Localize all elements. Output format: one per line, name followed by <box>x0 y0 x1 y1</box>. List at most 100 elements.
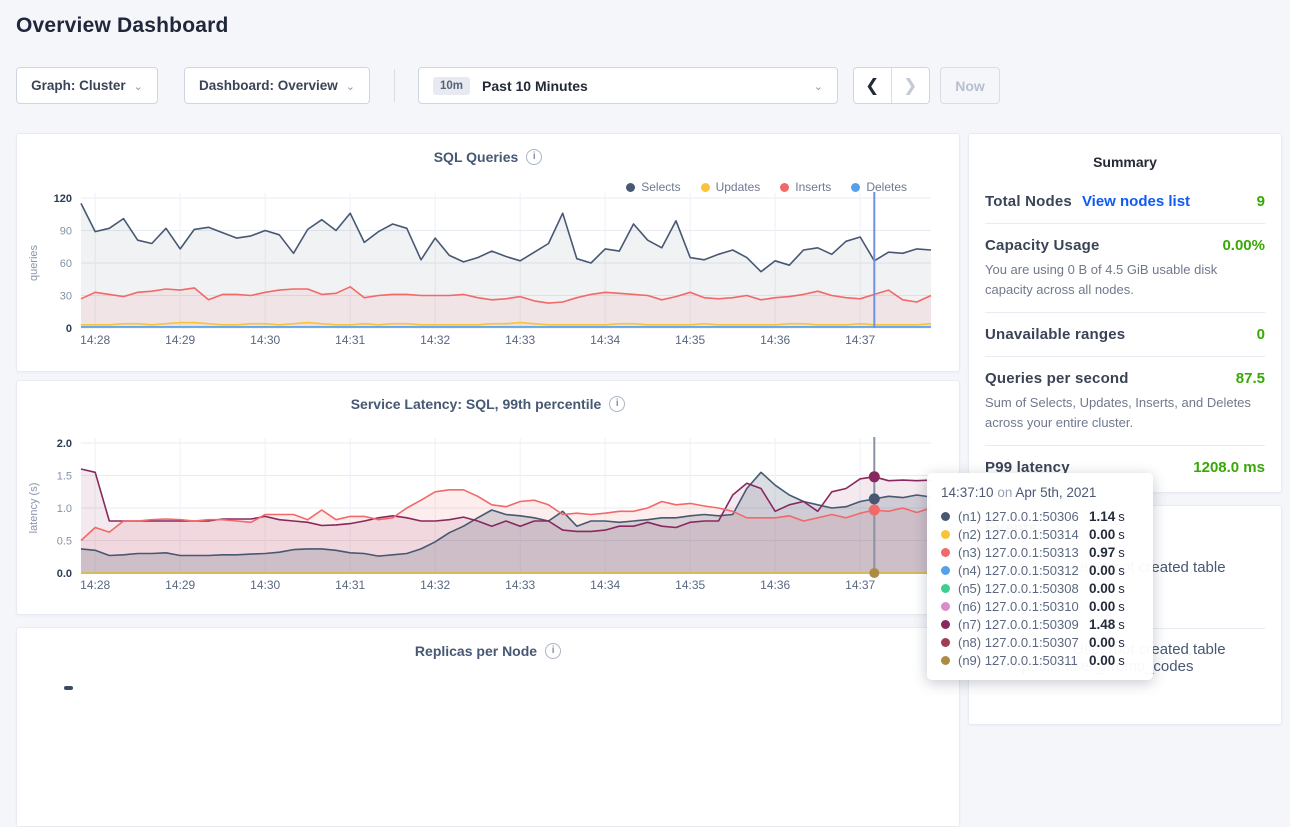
tooltip-node-label: (n8) 127.0.0.1:50307 <box>958 634 1079 650</box>
svg-text:14:35: 14:35 <box>675 578 705 592</box>
hover-tooltip: 14:37:10 on Apr 5th, 2021 (n1) 127.0.0.1… <box>927 473 1153 680</box>
svg-text:60: 60 <box>60 258 72 270</box>
info-icon[interactable]: i <box>526 148 543 165</box>
tooltip-node-value: 1.14 <box>1089 508 1116 524</box>
tooltip-node-label: (n6) 127.0.0.1:50310 <box>958 598 1079 614</box>
legend-label: Deletes <box>866 180 907 194</box>
sql-queries-chart-card: SQL Queries i Selects Updates Inserts Delete… <box>16 133 960 372</box>
svg-text:queries: queries <box>28 244 40 281</box>
tooltip-row: (n1) 127.0.0.1:50306 1.14 s <box>941 507 1139 525</box>
node-dot-icon <box>941 565 950 575</box>
summary-label: Capacity Usage <box>985 237 1100 254</box>
summary-value: 0.00% <box>1222 237 1265 254</box>
cutoff-axis-label-fragment <box>64 686 73 690</box>
prev-range-button[interactable]: ❮ <box>854 68 892 103</box>
svg-text:14:37: 14:37 <box>845 333 875 347</box>
summary-value: 0 <box>1256 326 1265 343</box>
tooltip-node-unit: s <box>1118 598 1125 614</box>
tooltip-node-unit: s <box>1118 508 1125 524</box>
svg-text:14:36: 14:36 <box>760 333 790 347</box>
svg-text:14:35: 14:35 <box>675 333 705 347</box>
tooltip-row: (n4) 127.0.0.1:50312 0.00 s <box>941 561 1139 579</box>
summary-panel: Summary Total Nodes View nodes list 9 Ca… <box>968 133 1282 493</box>
tooltip-sep: on <box>997 485 1013 500</box>
tooltip-node-label: (n3) 127.0.0.1:50313 <box>958 544 1079 560</box>
service-latency-chart[interactable]: 0.0 0.5 1.0 1.5 2.0 14:28 14:29 14:30 14:31 14:32… <box>17 435 961 603</box>
tooltip-row: (n8) 127.0.0.1:50307 0.00 s <box>941 633 1139 651</box>
tooltip-node-value: 0.00 <box>1089 598 1116 614</box>
svg-text:14:32: 14:32 <box>420 333 450 347</box>
next-range-button: ❯ <box>903 75 918 95</box>
chart-title: Replicas per Node <box>414 642 538 659</box>
svg-text:14:33: 14:33 <box>505 578 535 592</box>
summary-description: Sum of Selects, Updates, Inserts, and De… <box>985 395 1251 430</box>
summary-row-capacity-usage: Capacity Usage 0.00% You are using 0 B o… <box>985 224 1265 313</box>
graph-dropdown[interactable]: Graph: Cluster ⌄ <box>16 67 158 104</box>
sql-queries-chart[interactable]: 0 30 60 90 120 14:28 14:29 14:30 14:31 14:32 14:33… <box>17 190 961 358</box>
svg-text:14:36: 14:36 <box>760 578 790 592</box>
summary-row-p99-latency: P99 latency 1208.0 ms <box>985 446 1265 489</box>
node-dot-icon <box>941 547 950 557</box>
svg-text:14:29: 14:29 <box>165 578 195 592</box>
legend-item-selects[interactable]: Selects <box>626 180 681 194</box>
chart-legend: Selects Updates Inserts Deletes <box>626 180 907 194</box>
tooltip-node-label: (n1) 127.0.0.1:50306 <box>958 508 1079 524</box>
svg-text:14:30: 14:30 <box>250 578 280 592</box>
summary-label: Total Nodes <box>985 193 1072 210</box>
summary-value: 9 <box>1256 193 1265 210</box>
svg-text:30: 30 <box>60 291 72 303</box>
time-range-picker[interactable]: 10m Past 10 Minutes ⌄ <box>418 67 838 104</box>
info-icon[interactable]: i <box>609 395 626 412</box>
svg-text:14:28: 14:28 <box>80 333 110 347</box>
tooltip-node-value: 0.00 <box>1089 634 1116 650</box>
summary-label: P99 latency <box>985 459 1070 476</box>
svg-text:2.0: 2.0 <box>57 438 72 450</box>
tooltip-node-unit: s <box>1118 652 1125 668</box>
svg-text:latency (s): latency (s) <box>28 483 40 534</box>
info-icon[interactable]: i <box>545 642 562 659</box>
legend-dot-icon <box>851 182 861 192</box>
tooltip-row: (n5) 127.0.0.1:50308 0.00 s <box>941 579 1139 597</box>
summary-description: You are using 0 B of 4.5 GiB usable disk… <box>985 262 1218 297</box>
summary-label: Unavailable ranges <box>985 326 1126 343</box>
svg-text:14:37: 14:37 <box>845 578 875 592</box>
svg-text:120: 120 <box>54 193 72 205</box>
chevron-down-icon: ⌄ <box>133 81 143 93</box>
node-dot-icon <box>941 529 950 539</box>
legend-item-deletes[interactable]: Deletes <box>851 180 907 194</box>
tooltip-node-value: 0.00 <box>1089 526 1116 542</box>
summary-value: 1208.0 ms <box>1193 459 1265 476</box>
tooltip-node-unit: s <box>1118 562 1125 578</box>
svg-text:1.5: 1.5 <box>57 471 72 483</box>
tooltip-node-label: (n5) 127.0.0.1:50308 <box>958 580 1079 596</box>
tooltip-node-unit: s <box>1118 580 1125 596</box>
overview-dashboard-page: { "page": { "title": "Overview Dashboard… <box>16 14 1282 827</box>
svg-text:14:34: 14:34 <box>590 578 620 592</box>
tooltip-node-label: (n9) 127.0.0.1:50311 <box>958 652 1078 668</box>
summary-value: 87.5 <box>1235 370 1265 387</box>
now-button: Now <box>940 67 1000 104</box>
tooltip-row: (n7) 127.0.0.1:50309 1.48 s <box>941 615 1139 633</box>
svg-text:14:31: 14:31 <box>335 333 365 347</box>
tooltip-node-label: (n7) 127.0.0.1:50309 <box>958 616 1079 632</box>
tooltip-node-value: 1.48 <box>1089 616 1116 632</box>
tooltip-row: (n6) 127.0.0.1:50310 0.00 s <box>941 597 1139 615</box>
legend-dot-icon <box>780 182 790 192</box>
svg-text:0: 0 <box>66 323 72 335</box>
nodes-list-link[interactable]: View nodes list <box>1081 193 1191 210</box>
svg-text:1.0: 1.0 <box>57 503 72 515</box>
legend-item-updates[interactable]: Updates <box>700 180 760 194</box>
legend-item-inserts[interactable]: Inserts <box>780 180 831 194</box>
summary-row-total-nodes: Total Nodes View nodes list 9 <box>985 180 1265 224</box>
svg-text:14:32: 14:32 <box>420 578 450 592</box>
svg-text:14:34: 14:34 <box>590 333 620 347</box>
range-arrow-group: ❮ ❯ <box>853 67 930 104</box>
dashboard-dropdown[interactable]: Dashboard: Overview ⌄ <box>184 67 370 104</box>
tooltip-rows: (n1) 127.0.0.1:50306 1.14 s (n2) 127.0.0.1:… <box>941 507 1139 669</box>
legend-dot-icon <box>700 182 710 192</box>
time-range-label: Past 10 Minutes <box>482 77 588 94</box>
tooltip-node-value: 0.00 <box>1089 580 1116 596</box>
tooltip-node-unit: s <box>1118 526 1125 542</box>
node-dot-icon <box>941 511 950 521</box>
svg-text:14:29: 14:29 <box>165 333 195 347</box>
